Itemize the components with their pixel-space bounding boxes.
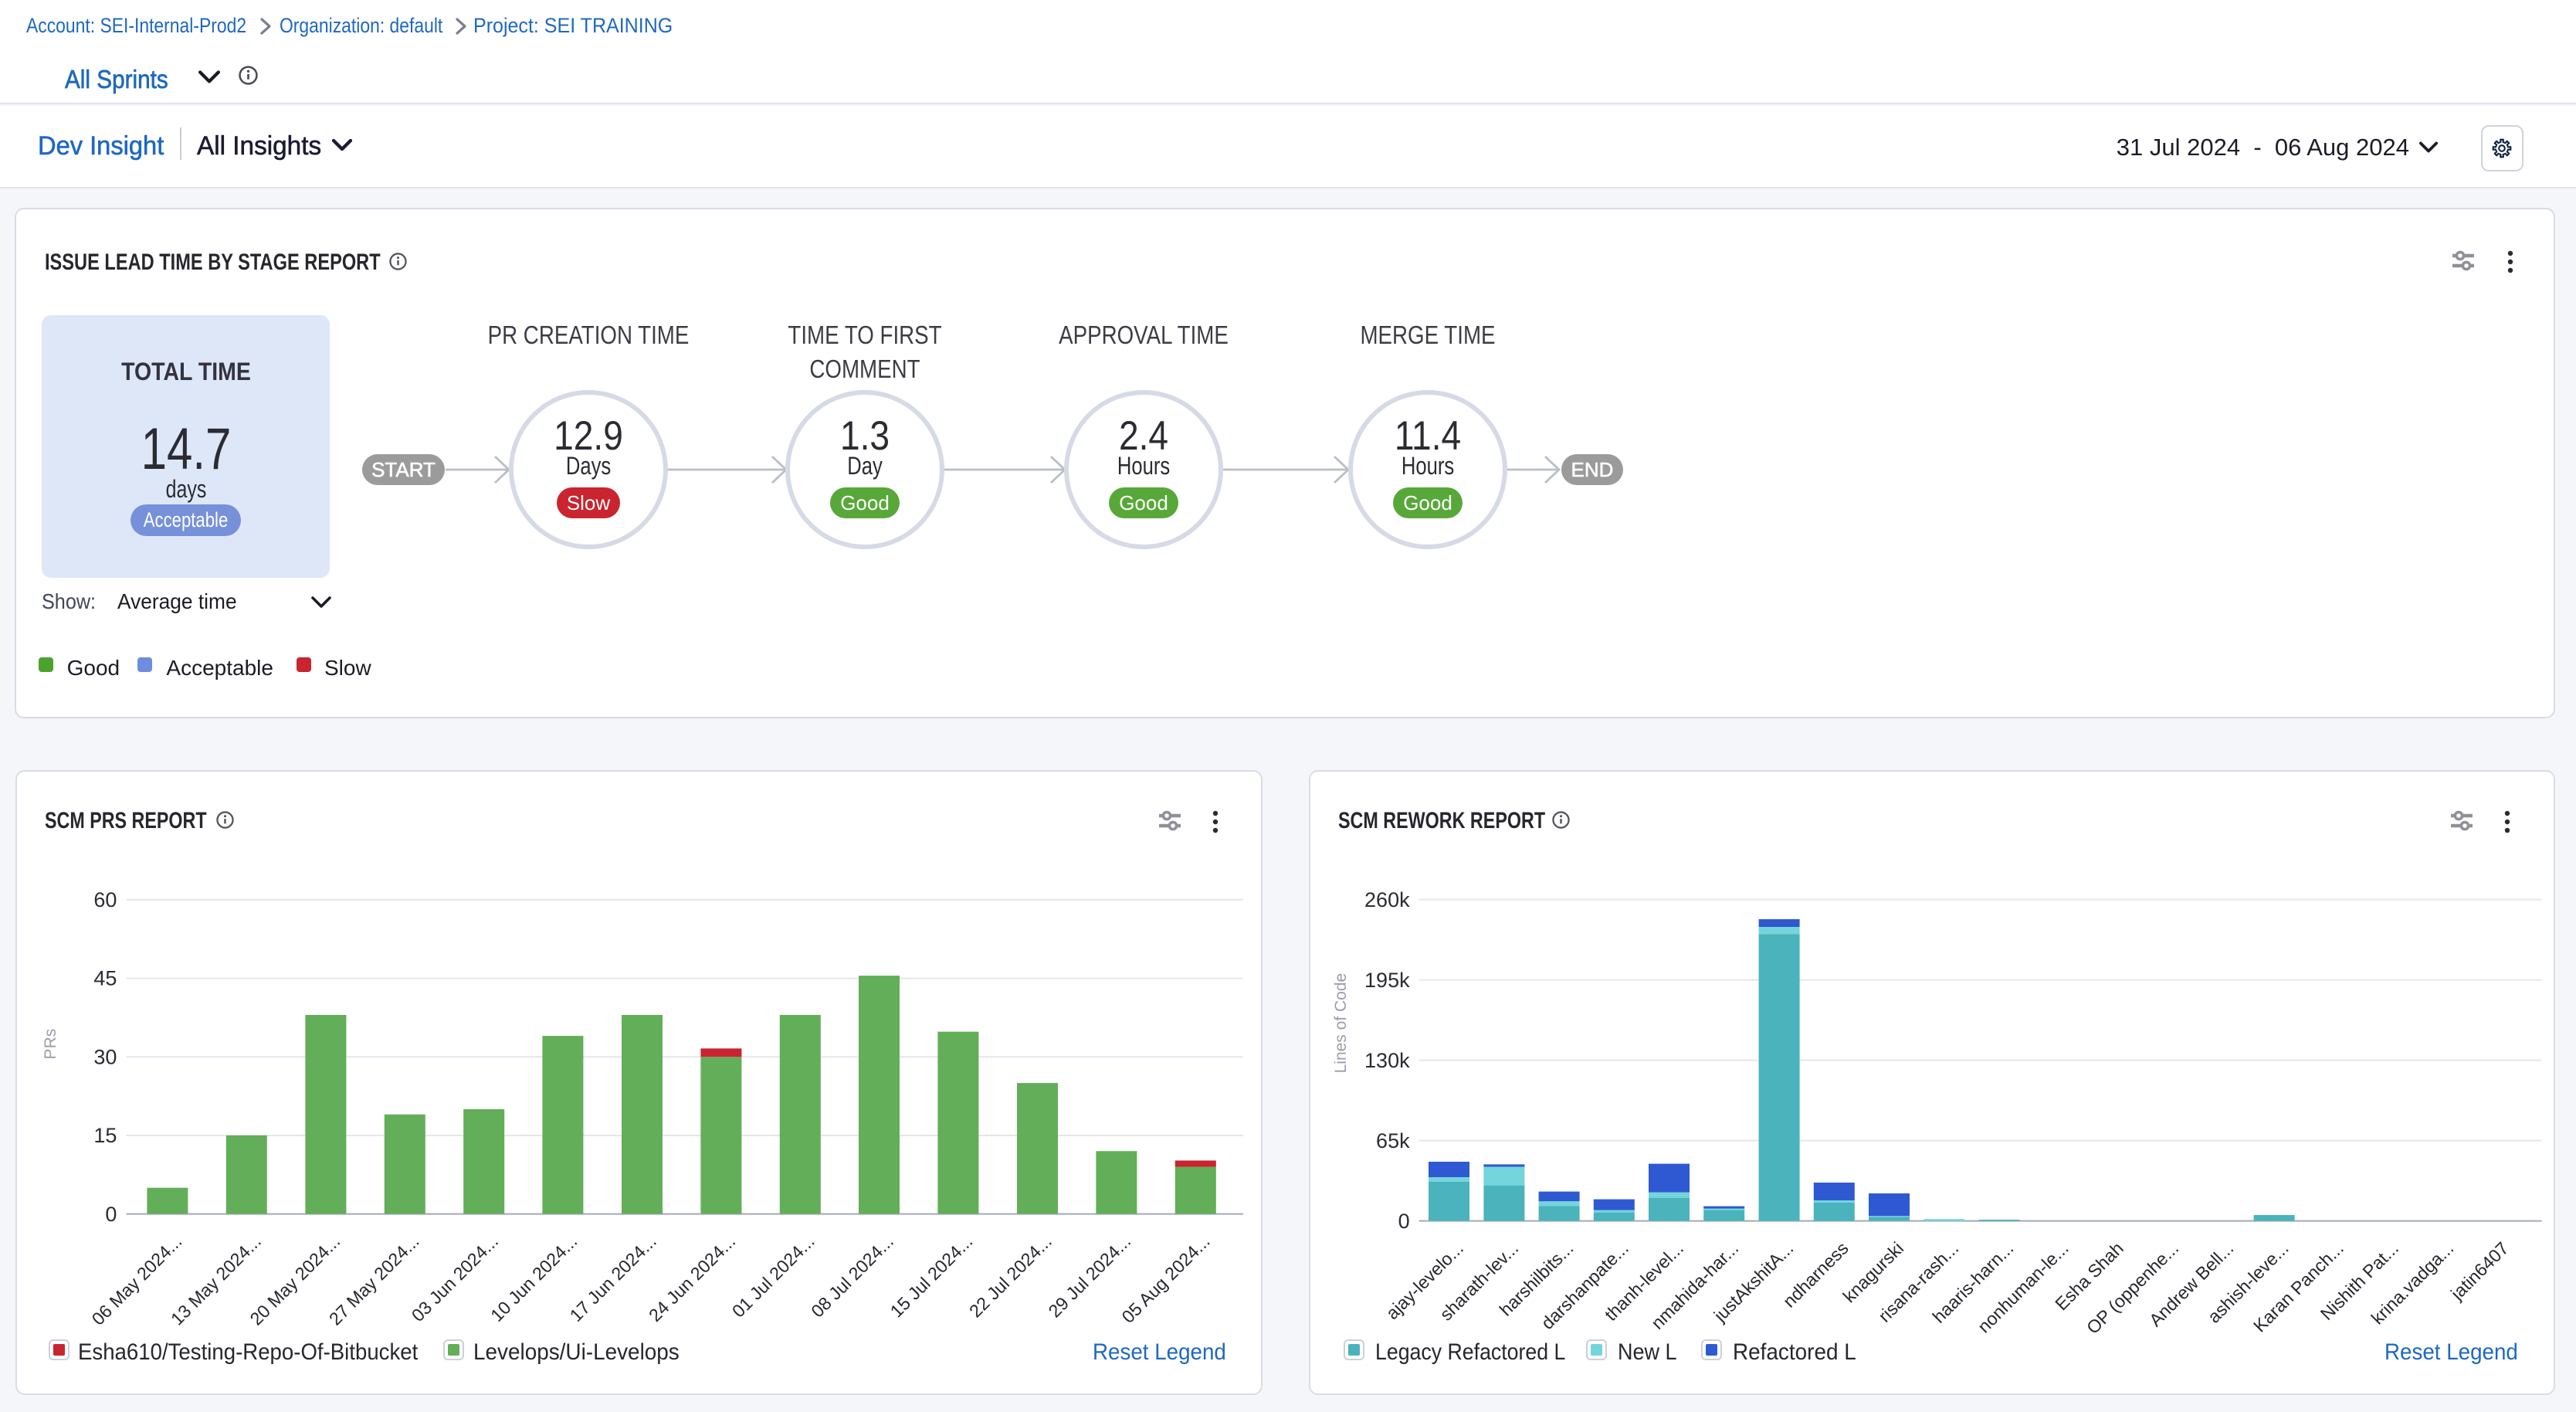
svg-text:29 Jul 2024...: 29 Jul 2024... (1044, 1231, 1134, 1322)
svg-text:0: 0 (1398, 1210, 1410, 1233)
svg-text:15 Jul 2024...: 15 Jul 2024... (886, 1231, 977, 1322)
svg-text:130k: 130k (1364, 1049, 1410, 1072)
svg-text:01 Jul 2024...: 01 Jul 2024... (728, 1231, 819, 1322)
svg-text:45: 45 (93, 967, 117, 990)
svg-text:15: 15 (93, 1124, 117, 1147)
svg-text:PRs: PRs (42, 1029, 59, 1060)
svg-text:0: 0 (105, 1203, 117, 1226)
svg-text:195k: 195k (1364, 969, 1410, 992)
svg-text:60: 60 (93, 888, 117, 911)
svg-text:65k: 65k (1376, 1129, 1410, 1152)
svg-text:30: 30 (93, 1045, 117, 1068)
svg-text:22 Jul 2024...: 22 Jul 2024... (965, 1231, 1056, 1322)
svg-text:260k: 260k (1364, 888, 1410, 911)
svg-text:Lines of Code: Lines of Code (1332, 973, 1350, 1074)
svg-text:jatin6407: jatin6407 (2446, 1238, 2513, 1305)
svg-text:08 Jul 2024...: 08 Jul 2024... (807, 1231, 897, 1322)
